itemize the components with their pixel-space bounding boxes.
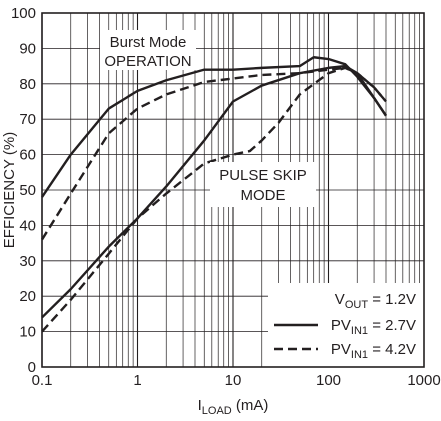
- y-tick-labels: 0 10 20 30 40 50 60 70 80 90 100: [11, 5, 36, 376]
- x-axis-title-unit: (mA): [232, 397, 269, 414]
- legend-entry-2v7-value: = 2.7V: [368, 317, 416, 334]
- x-tick-label: 0.1: [32, 372, 53, 389]
- series-group: [40, 56, 387, 333]
- x-tick-label: 1: [133, 372, 141, 389]
- burst-label-box: [100, 30, 196, 70]
- y-tick-label: 50: [19, 182, 36, 199]
- x-axis-title: ILOAD (mA): [198, 397, 269, 417]
- pulse-skip-label-line2: MODE: [241, 187, 286, 204]
- y-tick-label: 80: [19, 76, 36, 93]
- y-tick-label: 10: [19, 324, 36, 341]
- x-tick-label: 1000: [407, 372, 440, 389]
- x-tick-label: 10: [225, 372, 242, 389]
- legend-entry-4v2-value: = 4.2V: [368, 341, 416, 358]
- y-axis-title: EFFICIENCY (%): [1, 132, 18, 248]
- legend-entry-2v7-sub: IN1: [351, 325, 368, 337]
- y-tick-label: 100: [11, 5, 36, 22]
- y-tick-label: 0: [28, 359, 36, 376]
- legend-vout: VOUT = 1.2V: [335, 291, 416, 311]
- y-tick-label: 90: [19, 40, 36, 57]
- pulse-label-box: [210, 162, 316, 207]
- plot-frame: [41, 12, 425, 368]
- legend-vout-value: = 1.2V: [368, 291, 416, 308]
- y-tick-label: 40: [19, 217, 36, 234]
- legend-vout-sub: OUT: [345, 299, 369, 311]
- legend-vout-main: V: [335, 291, 345, 308]
- x-tick-label: 100: [316, 372, 341, 389]
- y-tick-label: 20: [19, 288, 36, 305]
- pulse-skip-label-line1: PULSE SKIP: [219, 167, 307, 184]
- legend-entry-4v2: PVIN1 = 4.2V: [331, 341, 416, 361]
- y-tick-label: 60: [19, 147, 36, 164]
- legend-entry-2v7-main: PV: [331, 317, 351, 334]
- x-axis-title-sub: LOAD: [202, 405, 232, 417]
- legend-entry-4v2-main: PV: [331, 341, 351, 358]
- burst-mode-label-line2: OPERATION: [104, 53, 191, 70]
- series-line-burst-4v2: [40, 66, 387, 241]
- burst-mode-label-line1: Burst Mode: [110, 34, 187, 51]
- legend-entry-2v7: PVIN1 = 2.7V: [331, 317, 416, 337]
- y-tick-label: 70: [19, 111, 36, 128]
- y-tick-label: 30: [19, 253, 36, 270]
- x-tick-labels: 0.1 1 10 100 1000: [32, 372, 441, 389]
- x-axis-title-main: I: [198, 397, 202, 414]
- legend-entry-4v2-sub: IN1: [351, 349, 368, 361]
